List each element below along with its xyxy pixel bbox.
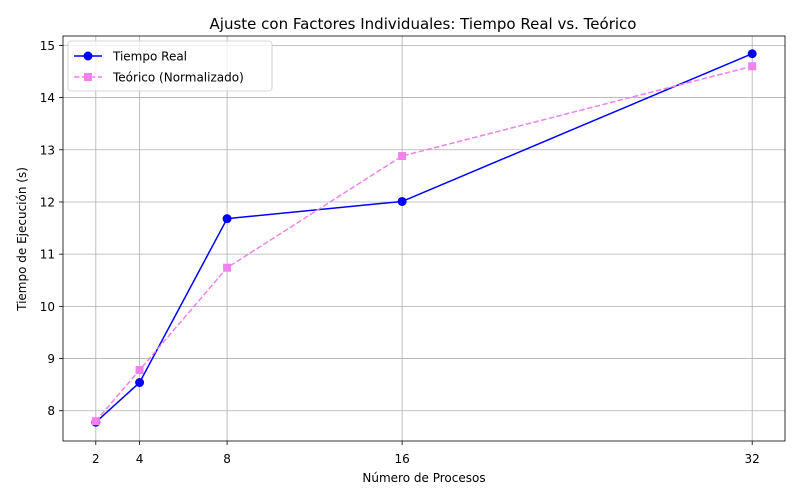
data-point-teorico-normalizado [748,62,757,71]
series-teorico-normalizado [91,62,757,426]
data-point-teorico-normalizado [398,152,407,161]
y-tick-label: 12 [40,195,55,209]
plot-area [62,35,786,442]
legend-marker [83,51,93,61]
y-tick-label: 11 [40,248,55,262]
y-tick-label: 15 [40,39,55,53]
legend: Tiempo Real Teórico (Normalizado) [67,40,273,92]
x-axis: 2 4 8 16 32 [92,441,760,466]
data-point-teorico-normalizado [135,366,144,375]
legend-box [67,40,273,92]
data-point-teorico-normalizado [223,263,232,272]
data-point-tiempo-real [747,49,757,59]
series-line-teorico-normalizado [95,65,753,422]
legend-label: Tiempo Real [112,50,187,64]
x-tick-label: 2 [92,452,100,466]
y-tick-label: 10 [40,300,55,314]
data-point-tiempo-real [135,378,145,388]
grid [63,36,785,441]
x-tick-label: 16 [394,452,409,466]
legend-marker [84,73,92,81]
y-axis-label: Tiempo de Ejecución (s) [15,167,29,312]
y-tick-label: 8 [47,404,55,418]
y-axis: 8 9 10 11 12 13 14 15 [40,39,63,418]
chart-title: Ajuste con Factores Individuales: Tiempo… [210,15,637,33]
data-point-tiempo-real [397,196,407,206]
y-tick-label: 9 [47,352,55,366]
series-line-tiempo-real [95,53,753,423]
y-tick-label: 13 [40,143,55,157]
x-tick-label: 4 [136,452,144,466]
legend-label: Teórico (Normalizado) [112,71,244,85]
x-tick-label: 8 [223,452,231,466]
series-layer [91,49,757,427]
data-point-tiempo-real [222,214,232,224]
data-point-teorico-normalizado [91,417,100,426]
y-tick-label: 14 [40,91,55,105]
x-axis-label: Número de Procesos [362,471,485,485]
x-tick-label: 32 [745,452,760,466]
series-tiempo-real [91,49,757,427]
